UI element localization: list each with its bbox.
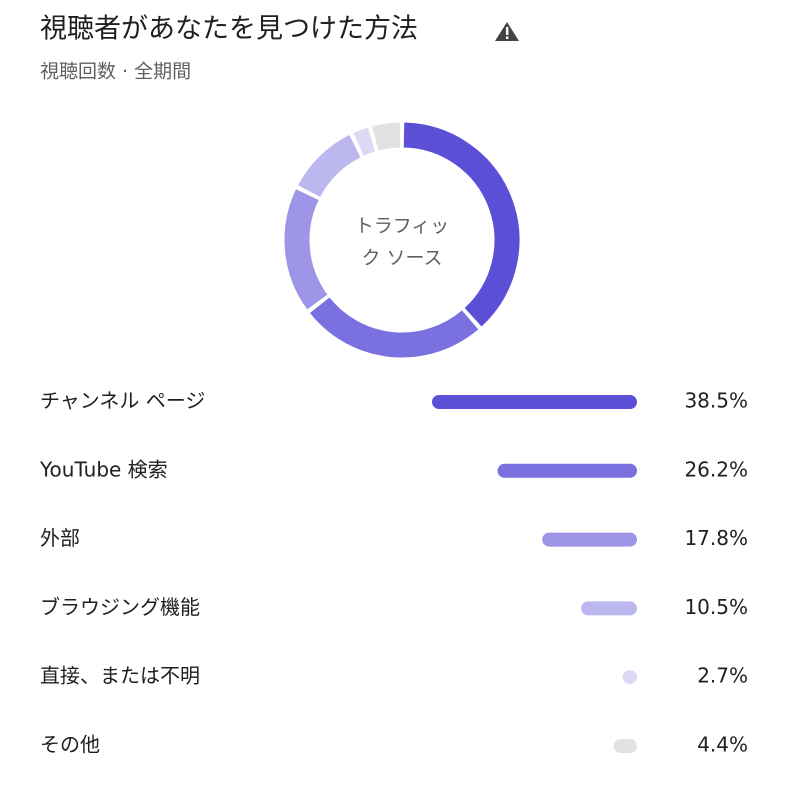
value-label: 26.2% — [684, 457, 748, 481]
title: 視聴者があなたを見つけた方法 — [40, 14, 418, 45]
bar — [622, 670, 637, 685]
bar — [432, 395, 637, 409]
row-label: その他 — [40, 733, 100, 757]
donut-segment — [309, 297, 479, 358]
donut-segment — [353, 127, 376, 156]
donut-segment — [403, 122, 520, 327]
bar — [542, 532, 637, 547]
value-label: 38.5% — [684, 389, 748, 413]
row-label: 直接、または不明 — [40, 664, 200, 688]
value-label: 17.8% — [684, 526, 748, 550]
subtitle: 視聴回数 · 全期間 — [40, 61, 191, 83]
bar — [497, 463, 637, 478]
row-label: チャンネル ページ — [40, 389, 205, 413]
center-label: トラフィック ソース — [354, 215, 450, 269]
bar — [581, 601, 637, 616]
value-label: 4.4% — [697, 733, 748, 757]
row-label: ブラウジング機能 — [40, 595, 200, 619]
donut-segment — [372, 122, 401, 151]
value-label: 2.7% — [697, 664, 748, 688]
bar — [613, 739, 637, 753]
donut-segment — [298, 134, 361, 198]
value-label: 10.5% — [684, 595, 748, 619]
row-label: YouTube 検索 — [39, 457, 168, 481]
donut-segment — [284, 189, 328, 310]
row-label: 外部 — [40, 526, 80, 550]
warning-icon — [495, 22, 519, 41]
